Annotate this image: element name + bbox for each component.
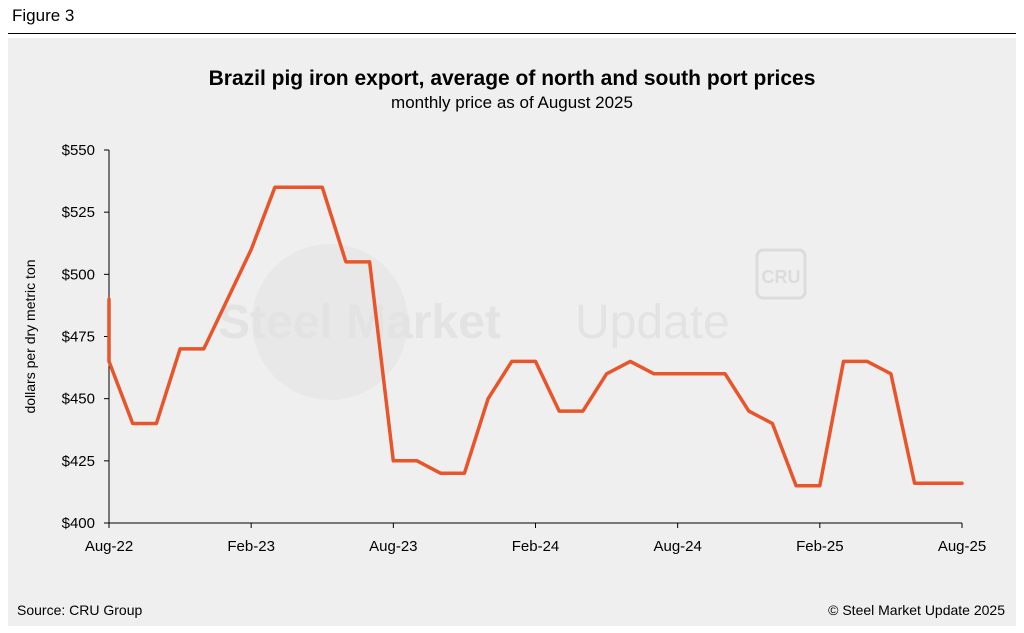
- y-axis-label: dollars per dry metric ton: [22, 259, 38, 413]
- x-tick-label: Feb-25: [796, 538, 844, 555]
- source-note: Source: CRU Group: [17, 602, 143, 618]
- y-tick-label: $475: [62, 329, 95, 346]
- y-tick-label: $525: [62, 204, 95, 221]
- copyright-note: © Steel Market Update 2025: [828, 602, 1005, 618]
- x-tick-label: Aug-23: [369, 538, 417, 555]
- x-tick-label: Feb-24: [512, 538, 560, 555]
- figure-label: Figure 3: [12, 6, 75, 25]
- watermark-text-right: Update: [575, 296, 730, 349]
- x-tick-label: Aug-22: [85, 538, 133, 555]
- y-tick-label: $400: [62, 515, 95, 532]
- y-tick-label: $450: [62, 391, 95, 408]
- watermark-badge: [755, 248, 807, 300]
- watermark-text-left: Steel Market: [218, 296, 501, 349]
- x-tick-label: Aug-25: [938, 538, 986, 555]
- chart-series: [107, 185, 964, 488]
- x-tick-label: Feb-23: [227, 538, 275, 555]
- x-tick-label: Aug-24: [653, 538, 701, 555]
- y-tick-label: $500: [62, 266, 95, 283]
- figure-divider: [8, 33, 1016, 34]
- y-tick-label: $550: [62, 142, 95, 159]
- y-tick-label: $425: [62, 453, 95, 470]
- watermark-circle: [252, 244, 408, 400]
- watermark: Steel Market Update CRU: [218, 244, 807, 400]
- chart-subtitle: monthly price as of August 2025: [391, 93, 633, 112]
- chart-panel: [8, 38, 1016, 626]
- series-line: [107, 185, 964, 488]
- chart-labels: $400 $425 $450 $475 $500 $525 $550 Aug-22 Feb-23…: [22, 142, 986, 555]
- chart-title: Brazil pig iron export, average of north…: [208, 67, 816, 90]
- watermark-badge-text: CRU: [762, 267, 801, 287]
